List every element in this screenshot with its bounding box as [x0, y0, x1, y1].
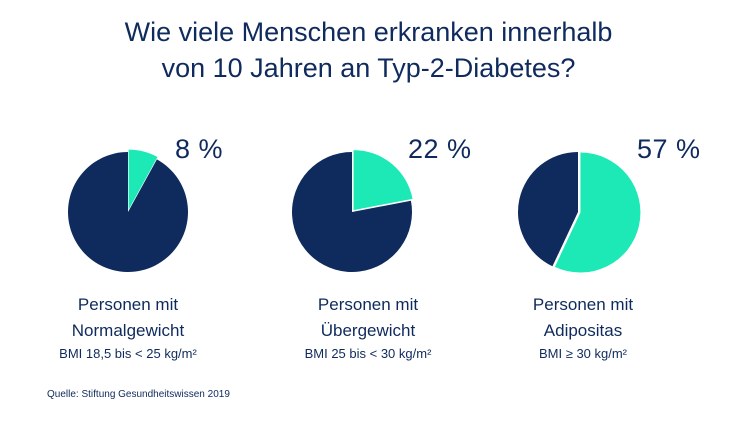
pie-1-label-line-2: Normalgewicht	[71, 321, 185, 340]
pie-2-bmi: BMI 25 bis < 30 kg/m²	[304, 346, 432, 361]
pie-3-label-line-2: Adipositas	[543, 321, 623, 340]
title-line-2: von 10 Jahren an Typ-2-Diabetes?	[161, 53, 576, 83]
pie-1-label-line-1: Personen mit	[77, 295, 179, 314]
pie-2-label-line-1: Personen mit	[317, 295, 419, 314]
pie-3-label-line-1: Personen mit	[532, 295, 634, 314]
pie-3-bmi: BMI ≥ 30 kg/m²	[538, 346, 628, 361]
pie-1-percent: 8 %	[175, 134, 224, 164]
chart-title: Wie viele Menschen erkranken innerhalb v…	[0, 14, 737, 86]
pie-1-label: Personen mit Normalgewicht	[8, 292, 248, 344]
pie-2-value-slice	[353, 150, 413, 211]
pie-1-bmi: BMI 18,5 bis < 25 kg/m²	[59, 346, 197, 361]
source-note: Quelle: Stiftung Gesundheitswissen 2019	[47, 389, 230, 400]
pie-2-remainder-slice	[292, 152, 412, 272]
pie-2-percent: 22 %	[408, 134, 472, 164]
pie-3-percent: 57 %	[637, 134, 701, 164]
pie-3-value-slice	[554, 152, 641, 273]
pie-3-label: Personen mit Adipositas	[463, 292, 703, 344]
pie-1-remainder-slice	[68, 152, 189, 272]
pie-2-label-line-2: Übergewicht	[320, 321, 416, 340]
pie-2-label: Personen mit Übergewicht	[248, 292, 488, 344]
pie-1-value-slice	[128, 149, 158, 210]
title-line-1: Wie viele Menschen erkranken innerhalb	[124, 17, 613, 47]
pie-3-remainder-slice	[518, 152, 578, 267]
